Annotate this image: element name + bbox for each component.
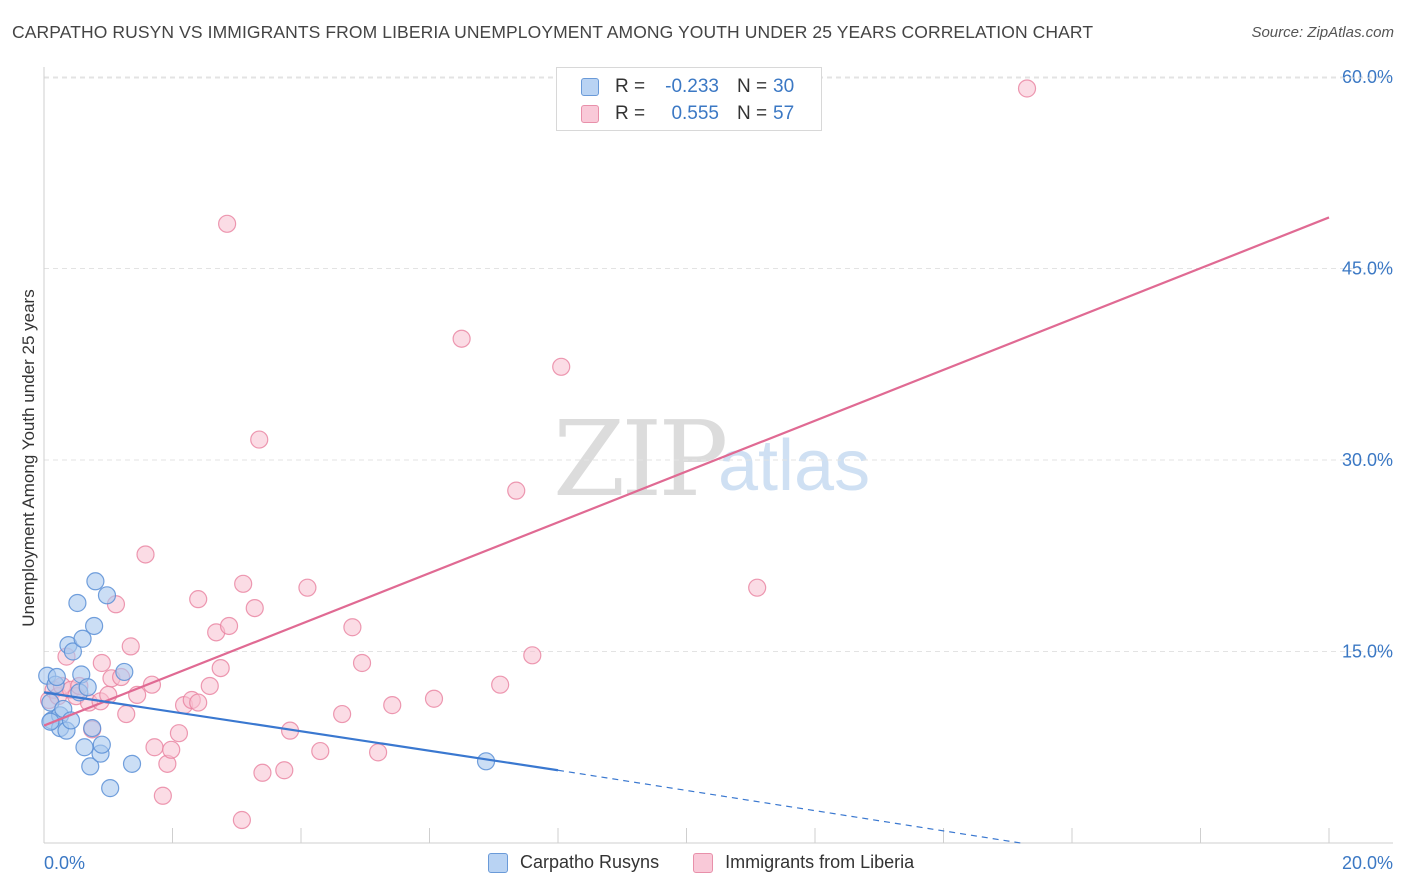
rusyn-point <box>41 712 60 731</box>
correlation-legend: R = -0.233 N = 30 R = 0.555 N = 57 <box>556 67 822 131</box>
rusyn-point <box>97 586 117 605</box>
series-swatch-liberia <box>693 852 714 873</box>
rusyn-point <box>92 735 111 754</box>
liberia-point <box>424 689 444 708</box>
liberia-trendline <box>43 216 1330 727</box>
liberia-point <box>219 616 239 636</box>
rusyn-point <box>78 678 97 697</box>
chart-title: CARPATHO RUSYN VS IMMIGRANTS FROM LIBERI… <box>12 22 1094 42</box>
legend-n-value: 57 <box>773 103 795 124</box>
liberia-point <box>136 545 155 564</box>
liberia-point <box>234 574 253 593</box>
rusyn-trendline-extension <box>557 769 1021 844</box>
legend-r-label: R = <box>615 103 646 124</box>
liberia-point <box>245 598 264 618</box>
liberia-point <box>523 646 542 665</box>
liberia-point <box>162 740 181 759</box>
y-tick-label: 30.0% <box>1342 450 1393 470</box>
series-legend-item-rusyns[interactable]: Carpatho Rusyns <box>488 852 659 873</box>
liberia-point <box>218 214 237 233</box>
liberia-point <box>343 618 362 637</box>
liberia-point <box>383 696 402 715</box>
liberia-point <box>507 481 526 500</box>
x-tick-label: 20.0% <box>1342 853 1393 873</box>
rusyn-point <box>115 662 134 682</box>
liberia-point <box>491 675 510 694</box>
liberia-point <box>145 738 164 757</box>
legend-n-label: N = <box>737 76 768 97</box>
legend-r-value: -0.233 <box>665 76 719 97</box>
series-legend: Carpatho Rusyns Immigrants from Liberia <box>488 852 948 873</box>
liberia-point <box>169 724 189 743</box>
liberia-point <box>200 676 219 696</box>
liberia-point <box>275 761 294 780</box>
rusyn-point <box>86 572 105 591</box>
legend-swatch-liberia <box>581 105 599 123</box>
rusyn-point <box>122 754 142 773</box>
liberia-point <box>311 741 330 761</box>
source-label: Source: ZipAtlas.com <box>1251 24 1394 41</box>
liberia-point <box>117 704 136 724</box>
y-tick-label: 45.0% <box>1342 259 1393 279</box>
series-swatch-rusyns <box>488 852 508 873</box>
legend-r-label: R = <box>615 76 646 97</box>
y-tick-label: 60.0% <box>1342 67 1393 87</box>
legend-r-value: 0.555 <box>671 103 719 124</box>
liberia-point <box>250 430 269 449</box>
legend-n-value: 30 <box>773 76 795 97</box>
rusyn-point <box>63 642 83 661</box>
legend-swatch-rusyns <box>581 78 599 96</box>
legend-row-rusyns: R = -0.233 N = 30 <box>581 74 794 100</box>
liberia-point <box>211 658 230 678</box>
liberia-point <box>369 743 388 762</box>
series-label-liberia: Immigrants from Liberia <box>725 852 915 872</box>
liberia-point <box>298 578 317 597</box>
rusyn-point <box>101 779 120 798</box>
liberia-point <box>189 693 208 712</box>
liberia-point <box>189 590 208 609</box>
watermark-atlas: atlas <box>718 426 871 506</box>
liberia-point <box>121 637 140 656</box>
series-legend-item-liberia[interactable]: Immigrants from Liberia <box>693 852 914 873</box>
rusyn-point <box>81 757 100 776</box>
liberia-point <box>748 578 767 597</box>
rusyn-point <box>47 667 66 687</box>
rusyn-point <box>83 718 102 738</box>
liberia-point <box>253 763 272 782</box>
rusyn-point <box>85 616 104 636</box>
rusyn-point <box>75 738 94 757</box>
liberia-point <box>333 704 352 724</box>
watermark-zip: ZIP <box>553 398 728 520</box>
legend-row-liberia: R = 0.555 N = 57 <box>581 101 794 127</box>
y-tick-label: 15.0% <box>1342 642 1393 662</box>
rusyn-point <box>68 593 87 613</box>
legend-n-label: N = <box>737 103 768 124</box>
liberia-point <box>352 653 372 673</box>
series-label-rusyns: Carpatho Rusyns <box>520 852 660 872</box>
liberia-point <box>153 786 172 805</box>
liberia-point <box>92 653 111 673</box>
x-tick-label: 0.0% <box>44 853 85 873</box>
rusyn-trendline <box>43 691 559 772</box>
liberia-point <box>452 329 471 348</box>
liberia-point <box>552 357 571 376</box>
liberia-point <box>1017 79 1037 98</box>
liberia-point <box>232 810 251 830</box>
rusyn-point <box>73 629 92 648</box>
